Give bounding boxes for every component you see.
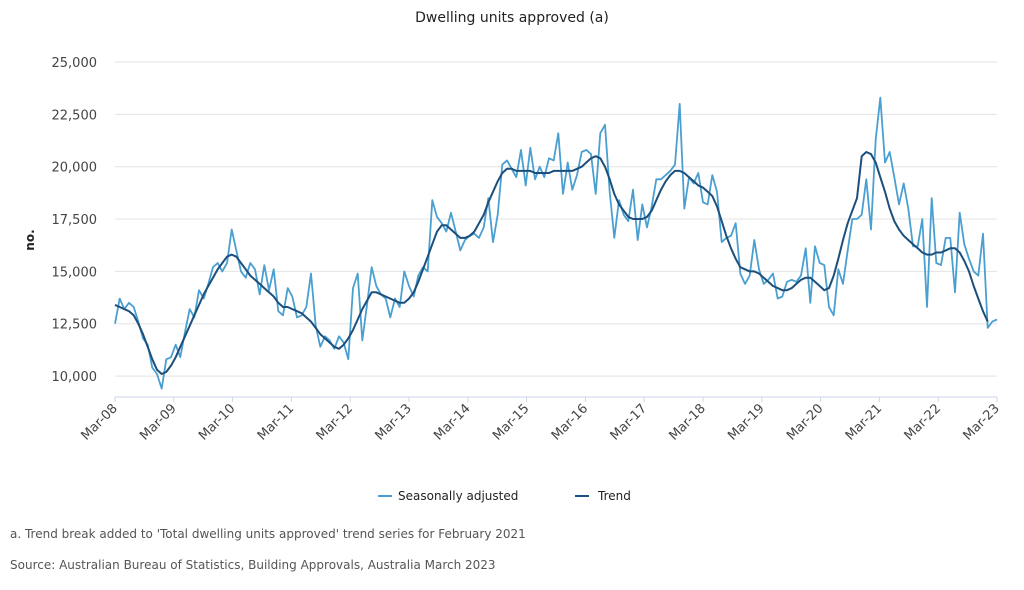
gridlines xyxy=(115,61,997,377)
footnote-source: Source: Australian Bureau of Statistics,… xyxy=(10,558,496,572)
legend-label-seasonally-adjusted: Seasonally adjusted xyxy=(398,489,518,503)
series-line-seasonally-adjusted xyxy=(114,96,998,390)
x-tick-label: Mar-11 xyxy=(255,401,297,443)
x-tick-label: Mar-20 xyxy=(784,401,826,443)
y-axis-title: no. xyxy=(23,229,37,250)
x-tick-label: Mar-12 xyxy=(314,401,356,443)
y-axis-ticks: 10,000 12,500 15,000 17,500 20,000 22,500 25,0… xyxy=(52,56,98,385)
footnote-trend-break: a. Trend break added to 'Total dwelling … xyxy=(10,527,526,541)
x-tick-label: Mar-22 xyxy=(902,401,944,443)
y-tick-label: 15,000 xyxy=(52,265,98,280)
x-tick-label: Mar-15 xyxy=(490,401,532,443)
legend-label-trend: Trend xyxy=(597,489,631,503)
x-tick-label: Mar-16 xyxy=(549,401,591,443)
legend-item-seasonally-adjusted[interactable]: Seasonally adjusted xyxy=(378,489,518,503)
y-tick-label: 12,500 xyxy=(52,318,98,333)
y-tick-label: 10,000 xyxy=(52,370,98,385)
x-tick-label: Mar-19 xyxy=(725,401,767,443)
x-tick-label: Mar-13 xyxy=(372,401,414,443)
x-tick-label: Mar-10 xyxy=(196,401,238,443)
y-tick-label: 20,000 xyxy=(52,161,98,176)
x-tick-label: Mar-23 xyxy=(960,401,1002,443)
x-tick-label: Mar-08 xyxy=(78,401,120,443)
x-tick-label: Mar-21 xyxy=(843,401,885,443)
x-tick-label: Mar-18 xyxy=(666,401,708,443)
x-axis-ticks: Mar-08 Mar-09 Mar-10 Mar-11 Mar-12 Mar-13 Mar-… xyxy=(78,397,1003,444)
x-tick-label: Mar-17 xyxy=(608,401,650,443)
series-lines xyxy=(114,96,998,390)
series-line-trend xyxy=(114,151,989,375)
y-tick-label: 22,500 xyxy=(52,108,98,123)
legend: Seasonally adjusted Trend xyxy=(378,489,631,503)
legend-item-trend[interactable]: Trend xyxy=(575,489,631,503)
y-tick-label: 17,500 xyxy=(52,213,98,228)
y-tick-label: 25,000 xyxy=(52,56,98,71)
x-tick-label: Mar-14 xyxy=(431,401,473,443)
chart-title: Dwelling units approved (a) xyxy=(415,10,609,26)
x-tick-label: Mar-09 xyxy=(137,401,179,443)
